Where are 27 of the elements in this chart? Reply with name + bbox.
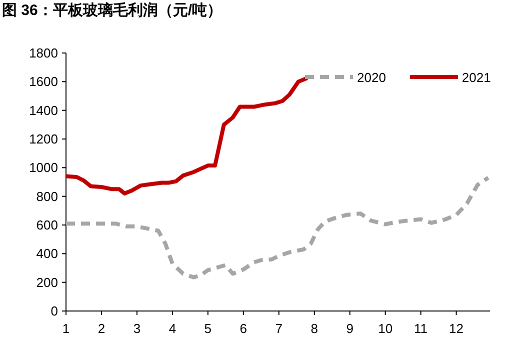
y-tick-label: 1200 xyxy=(29,132,58,146)
x-tick-label: 8 xyxy=(310,321,318,336)
x-tick-label: 7 xyxy=(275,321,283,336)
x-tick-label: 5 xyxy=(204,321,212,336)
y-tick-label: 600 xyxy=(36,218,58,232)
y-tick-label: 200 xyxy=(36,274,58,290)
line-series xyxy=(64,76,310,196)
x-tick-label: 4 xyxy=(168,321,176,336)
chart-title: 图 36：平板玻璃毛利润（元/吨） xyxy=(2,1,222,19)
x-tick-label: 12 xyxy=(449,321,464,336)
y-tick-label: 1800 xyxy=(29,46,58,60)
x-tick-label: 1 xyxy=(62,321,70,336)
y-tick-label: 800 xyxy=(36,188,58,204)
y-tick-label: 1000 xyxy=(29,160,58,176)
x-tick-label: 2 xyxy=(98,321,106,336)
legend-label: 2020 xyxy=(357,70,386,85)
x-tick-label: 6 xyxy=(240,321,248,336)
x-tick-label: 11 xyxy=(414,321,428,336)
y-tick-label: 0 xyxy=(50,304,58,318)
y-tick-label: 1600 xyxy=(29,74,58,90)
x-tick-label: 3 xyxy=(133,321,141,336)
line-series xyxy=(64,176,490,280)
legend-label: 2021 xyxy=(462,70,491,85)
y-tick-label: 1400 xyxy=(29,102,58,118)
x-tick-label: 9 xyxy=(346,321,354,336)
y-tick-label: 400 xyxy=(36,246,58,262)
x-tick-label: 10 xyxy=(378,321,393,336)
